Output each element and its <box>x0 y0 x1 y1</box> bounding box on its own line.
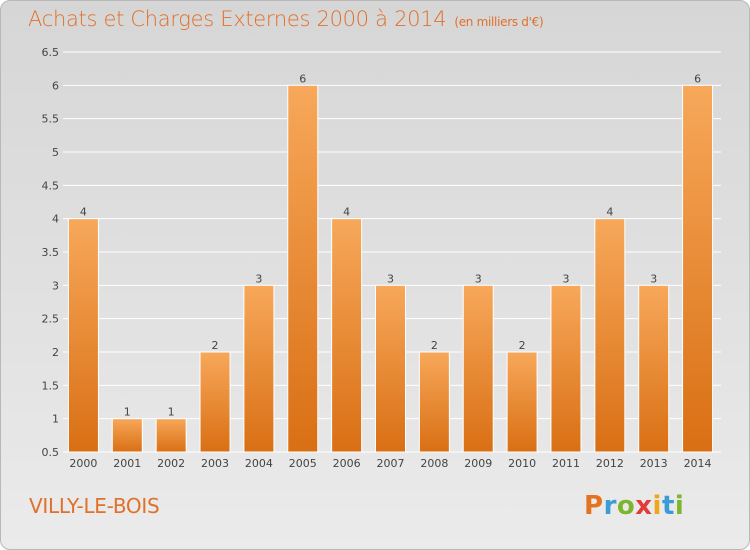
data-label: 3 <box>387 272 394 285</box>
bar-2012 <box>594 218 626 453</box>
y-tick-label: 2 <box>52 346 59 359</box>
logo-letter: x <box>635 491 653 521</box>
x-tick-label: 2005 <box>289 457 317 470</box>
data-label: 3 <box>650 272 657 285</box>
bar-2009 <box>462 284 494 453</box>
logo-letter: o <box>616 491 636 521</box>
bar-2014 <box>682 84 714 453</box>
data-label: 3 <box>255 272 262 285</box>
x-tick-label: 2009 <box>464 457 492 470</box>
y-tick-label: 6.5 <box>42 46 60 59</box>
y-tick-label: 2.5 <box>42 313 60 326</box>
x-tick-label: 2001 <box>113 457 141 470</box>
y-tick-label: 3.5 <box>42 246 60 259</box>
bar-2001 <box>111 418 143 453</box>
y-tick-label: 5 <box>52 146 59 159</box>
data-label: 6 <box>694 72 701 85</box>
data-label: 3 <box>475 272 482 285</box>
title-unit: (en milliers d'€) <box>454 15 544 29</box>
y-tick-label: 6 <box>52 79 59 92</box>
data-label: 1 <box>124 406 131 419</box>
y-tick-label: 4.5 <box>42 179 60 192</box>
y-tick-label: 0.5 <box>42 446 60 459</box>
proxiti-logo[interactable]: Proxiti <box>584 491 684 521</box>
label-layer: 4 1 1 2 3 6 4 3 2 3 2 3 4 3 6 <box>80 72 701 418</box>
data-label: 2 <box>212 339 219 352</box>
bar-2002 <box>155 418 187 453</box>
bar-2005 <box>287 84 319 453</box>
bar-2013 <box>638 284 670 453</box>
x-tick-label: 2013 <box>640 457 668 470</box>
data-label: 2 <box>431 339 438 352</box>
bar-2011 <box>550 284 582 453</box>
y-tick-label: 1 <box>52 413 59 426</box>
logo-letter: i <box>652 491 662 521</box>
bar-layer <box>67 84 714 453</box>
title-text: Achats et Charges Externes 2000 à 2014 <box>28 7 447 31</box>
y-tick-label: 1.5 <box>42 379 60 392</box>
chart-title: Achats et Charges Externes 2000 à 2014 (e… <box>28 7 544 31</box>
y-tick-label: 4 <box>52 213 59 226</box>
data-label: 1 <box>168 406 175 419</box>
y-tick-labels: 0.5 1 1.5 2 2.5 3 3.5 4 4.5 5 5.5 6 6.5 <box>42 46 60 459</box>
bar-2000 <box>67 218 99 453</box>
x-tick-label: 2002 <box>157 457 185 470</box>
data-label: 3 <box>562 272 569 285</box>
bar-2003 <box>199 351 231 453</box>
data-label: 6 <box>299 72 306 85</box>
x-tick-label: 2007 <box>377 457 405 470</box>
data-label: 4 <box>606 206 613 219</box>
x-tick-label: 2008 <box>420 457 448 470</box>
x-tick-label: 2006 <box>333 457 361 470</box>
data-label: 4 <box>343 206 350 219</box>
bar-2008 <box>418 351 450 453</box>
y-tick-label: 5.5 <box>42 113 60 126</box>
x-tick-label: 2000 <box>69 457 97 470</box>
logo-letter: t <box>661 491 675 521</box>
bar-2004 <box>243 284 275 453</box>
x-tick-label: 2010 <box>508 457 536 470</box>
x-tick-label: 2011 <box>552 457 580 470</box>
bar-2006 <box>331 218 363 453</box>
x-tick-label: 2003 <box>201 457 229 470</box>
x-tick-labels: 2000 2001 2002 2003 2004 2005 2006 2007 2008 2009… <box>69 457 711 470</box>
bar-2007 <box>375 284 406 453</box>
bar-2010 <box>506 351 538 453</box>
logo-letter: r <box>603 491 617 521</box>
logo-letter: i <box>674 491 685 521</box>
logo-letter: P <box>584 491 604 521</box>
x-tick-label: 2004 <box>245 457 273 470</box>
commune-name: VILLY-LE-BOIS <box>29 494 160 518</box>
data-label: 2 <box>519 339 526 352</box>
data-label: 4 <box>80 206 87 219</box>
x-tick-label: 2012 <box>596 457 624 470</box>
y-tick-label: 3 <box>52 279 59 292</box>
x-tick-label: 2014 <box>684 457 712 470</box>
